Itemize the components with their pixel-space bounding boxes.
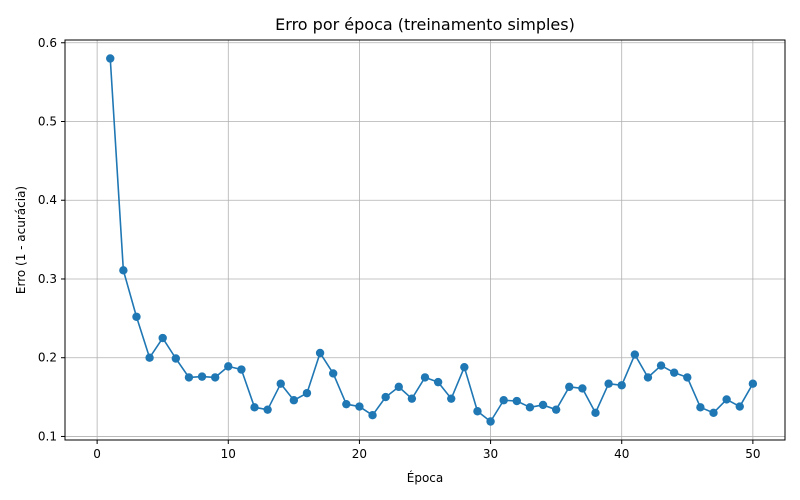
data-point (630, 350, 640, 359)
x-tick-label: 0 (93, 447, 101, 461)
data-point (512, 396, 522, 406)
data-point (145, 353, 154, 362)
x-tick-label: 50 (745, 447, 760, 461)
data-point (210, 373, 220, 382)
data-point (591, 408, 600, 418)
data-point (565, 382, 574, 392)
data-point (578, 384, 587, 393)
data-point (224, 362, 233, 371)
data-point (407, 394, 417, 403)
y-axis-title: Erro (1 - acurácia) (14, 186, 28, 294)
data-point (184, 373, 194, 382)
chart-title: Erro por época (treinamento simples) (275, 15, 575, 34)
x-tick-label: 40 (614, 447, 629, 461)
data-point (538, 400, 548, 410)
y-tick-label: 0.6 (38, 36, 57, 50)
data-point (197, 372, 207, 381)
data-point (696, 403, 705, 412)
data-point (669, 368, 679, 377)
data-point (342, 399, 351, 409)
data-point (132, 312, 141, 321)
y-tick-label: 0.2 (38, 351, 57, 365)
data-point (355, 402, 364, 411)
data-point (447, 394, 456, 403)
data-point (499, 396, 508, 405)
data-point (709, 408, 718, 418)
data-point (171, 354, 181, 363)
data-point (525, 403, 535, 412)
x-tick-label: 10 (221, 447, 236, 461)
data-point (473, 407, 482, 416)
data-point (302, 388, 312, 398)
y-tick-label: 0.1 (38, 429, 57, 443)
y-tick-label: 0.5 (38, 114, 57, 128)
data-point (106, 54, 115, 63)
data-point (604, 379, 613, 388)
x-tick-label: 20 (352, 447, 367, 461)
y-tick-label: 0.4 (38, 193, 57, 207)
grid (65, 40, 785, 440)
data-point (158, 333, 167, 343)
data-point (119, 266, 128, 275)
x-axis-title: Época (407, 470, 444, 485)
data-point (394, 382, 403, 392)
data-point (433, 377, 443, 387)
data-point (486, 417, 495, 426)
data-point (263, 405, 272, 414)
data-point (722, 395, 731, 404)
data-point (237, 365, 246, 374)
data-point (460, 362, 469, 372)
data-point (381, 392, 390, 402)
data-point (683, 373, 692, 382)
data-point (328, 369, 338, 378)
data-point (289, 396, 299, 405)
data-point (420, 373, 430, 382)
data-point (368, 410, 377, 420)
data-point (748, 379, 758, 388)
x-tick-label: 30 (483, 447, 498, 461)
x-axis-ticks: 0 10 20 30 40 50 (93, 440, 761, 461)
y-axis-ticks: 0.1 0.2 0.3 0.4 0.5 0.6 (38, 36, 65, 443)
data-point (735, 402, 744, 411)
data-point (551, 405, 561, 414)
data-point (315, 348, 325, 358)
data-point (617, 381, 626, 390)
data-point (643, 373, 653, 382)
data-point (250, 403, 259, 412)
series-layer (106, 54, 758, 426)
data-point (276, 379, 285, 388)
plot-area-frame (64, 39, 786, 441)
data-point (656, 361, 666, 370)
y-tick-label: 0.3 (38, 272, 57, 286)
